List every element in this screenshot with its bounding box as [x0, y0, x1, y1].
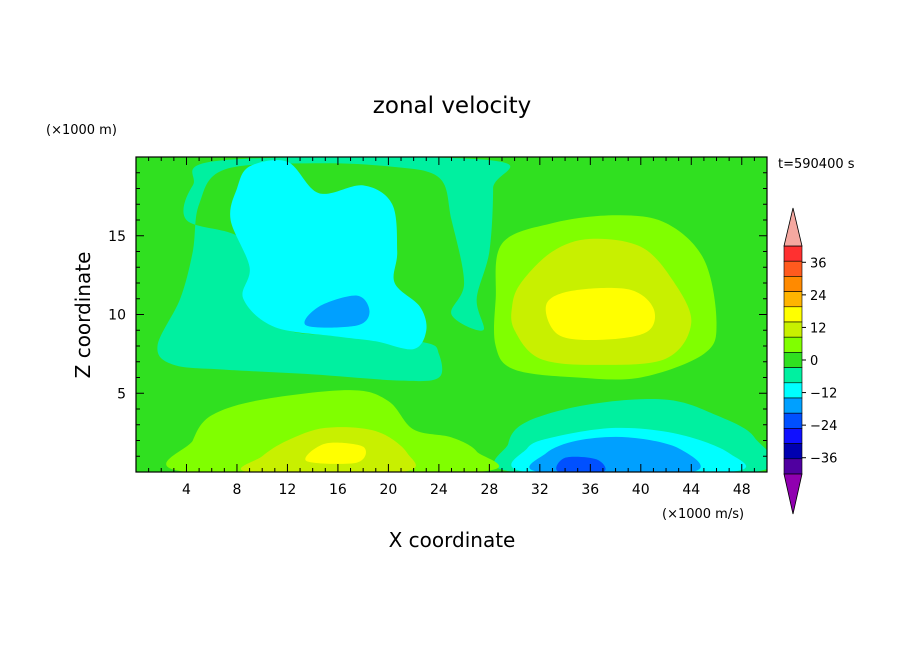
- colorbar-swatch-12: [783, 428, 803, 444]
- y-tick-label-15: 15: [108, 229, 126, 245]
- x-tick-label-44: 44: [682, 482, 700, 498]
- y-tick-label-5: 5: [117, 386, 126, 402]
- x-axis-title: X coordinate: [389, 528, 516, 552]
- colorbar-swatch-13: [783, 443, 803, 460]
- colorbar-label-36: 36: [810, 256, 827, 271]
- contour-region-3: [304, 295, 370, 328]
- colorbar-swatch-14: [783, 458, 803, 475]
- colorbar-swatch-1: [783, 260, 803, 277]
- colorbar-over-triangle: [783, 207, 803, 247]
- colorbar-swatch-9: [783, 382, 803, 399]
- colorbar-swatch-3: [783, 291, 803, 308]
- colorbar-swatch-0: [783, 245, 803, 262]
- x-tick-label-32: 32: [531, 482, 549, 498]
- colorbar-swatch-11: [783, 412, 803, 429]
- contour-region-1: [157, 157, 511, 382]
- x-tick-label-28: 28: [480, 482, 498, 498]
- colorbar-swatch-8: [783, 367, 803, 384]
- colorbar-swatch-7: [783, 352, 803, 368]
- x-tick-label-20: 20: [379, 482, 397, 498]
- contour-region-13: [305, 442, 366, 464]
- x-tick-label-36: 36: [581, 482, 599, 498]
- x-tick-label-48: 48: [733, 482, 751, 498]
- x-tick-label-40: 40: [632, 482, 650, 498]
- chart-title: zonal velocity: [373, 93, 531, 119]
- colorbar-swatch-6: [783, 336, 803, 353]
- colorbar-under-triangle: [783, 473, 803, 515]
- y-tick-label-10: 10: [108, 308, 126, 324]
- colorbar-swatch-5: [783, 321, 803, 338]
- x-tick-label-24: 24: [430, 482, 448, 498]
- colorbar-label-0: 0: [810, 354, 818, 369]
- x-tick-label-16: 16: [329, 482, 347, 498]
- colorbar-label--36: −36: [810, 452, 837, 467]
- x-tick-label-12: 12: [279, 482, 297, 498]
- colorbar-swatch-4: [783, 306, 803, 323]
- contour-region-7: [556, 456, 606, 472]
- time-label: t=590400 s: [778, 157, 855, 172]
- colorbar-label--12: −12: [810, 387, 837, 402]
- colorbar-label--24: −24: [810, 419, 837, 434]
- x-tick-label-8: 8: [232, 482, 241, 498]
- colorbar-swatch-10: [783, 397, 803, 414]
- contour-region-10: [545, 287, 656, 341]
- colorbar-label-12: 12: [810, 321, 827, 336]
- y-axis-title: Z coordinate: [71, 252, 95, 379]
- colorbar: 36 24 12 0 −12 −24 −36: [783, 207, 837, 515]
- contour-region-2: [230, 159, 427, 350]
- x-unit-label: (×1000 m/s): [662, 507, 744, 522]
- y-unit-label: (×1000 m): [46, 123, 117, 138]
- colorbar-label-24: 24: [810, 289, 827, 304]
- contour-fill: [136, 157, 767, 472]
- x-tick-label-4: 4: [182, 482, 191, 498]
- colorbar-swatch-2: [783, 276, 803, 292]
